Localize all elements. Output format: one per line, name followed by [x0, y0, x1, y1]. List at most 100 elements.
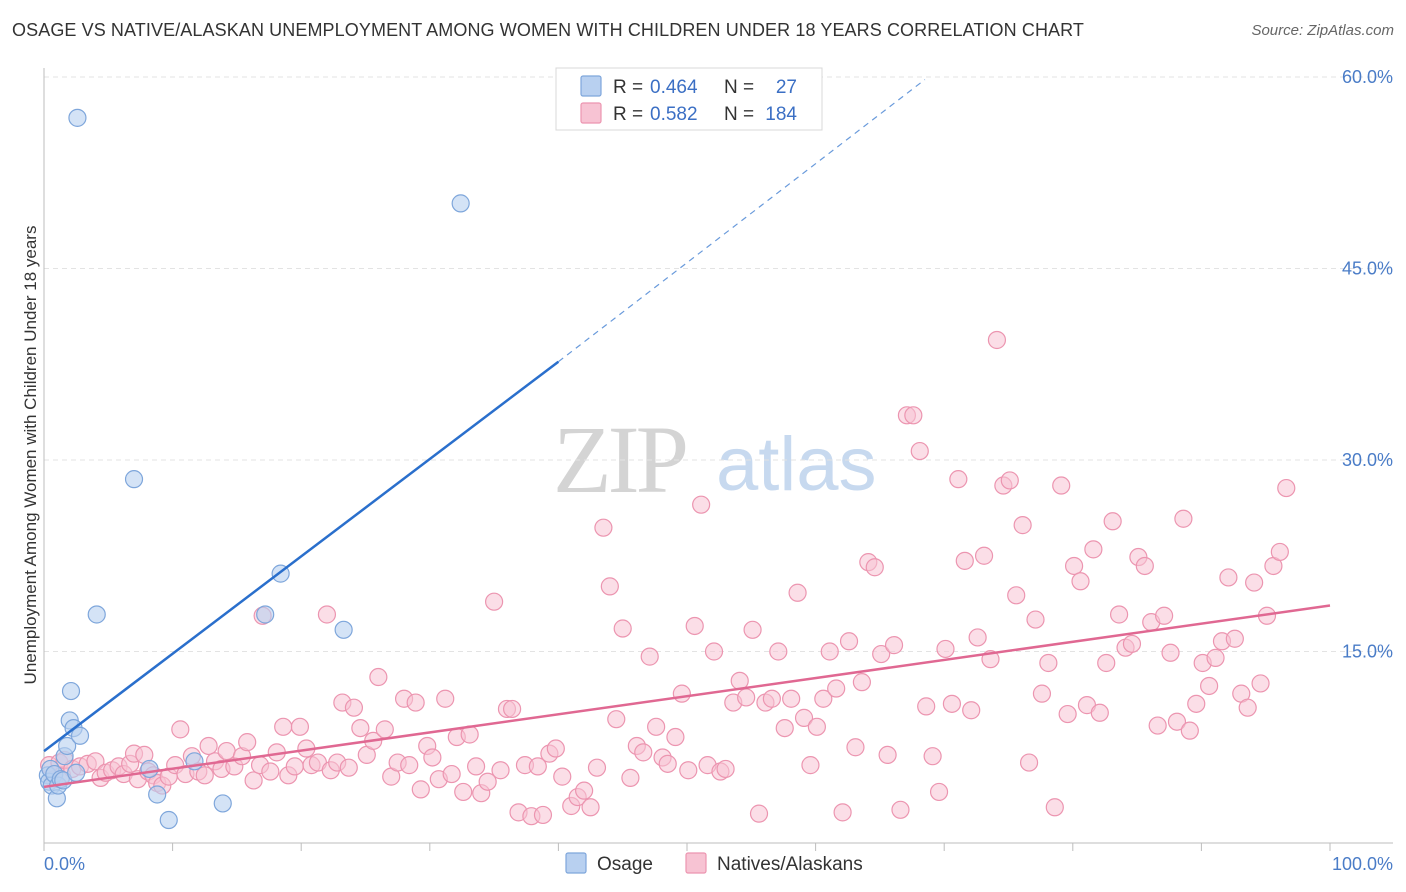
native-point [587, 758, 607, 777]
native-point [171, 720, 190, 739]
osage-point [213, 794, 232, 813]
native-point [962, 701, 981, 720]
native-point [852, 673, 871, 692]
chart-title: OSAGE VS NATIVE/ALASKAN UNEMPLOYMENT AMO… [12, 20, 1085, 40]
native-point [929, 782, 949, 802]
native-point [1219, 568, 1238, 587]
legend-n-value-osage: 27 [776, 77, 797, 98]
native-point [290, 717, 310, 736]
native-point [406, 693, 425, 712]
native-point [968, 628, 987, 647]
osage-point [140, 759, 159, 779]
native-point [1245, 573, 1264, 592]
native-point [782, 689, 801, 708]
native-point [317, 605, 337, 624]
native-point [491, 761, 510, 780]
native-point [1000, 471, 1019, 490]
native-point [454, 782, 473, 802]
native-point [1019, 753, 1039, 772]
native-point [1206, 648, 1225, 667]
native-point [891, 800, 910, 819]
bottom-legend-swatch-natives [685, 852, 707, 874]
native-point [1277, 478, 1296, 498]
native-point [1225, 629, 1244, 648]
watermark-atlas: atlas [716, 422, 877, 507]
native-point [833, 803, 852, 822]
osage-trend-line [43, 360, 560, 753]
native-point [400, 756, 419, 775]
native-point [974, 546, 994, 565]
native-point [1071, 572, 1090, 591]
native-point [339, 758, 358, 777]
native-point [794, 708, 814, 727]
native-point [478, 772, 497, 791]
x-tick-label-max: 100.0% [1332, 854, 1393, 874]
native-point [1155, 606, 1174, 625]
native-point [904, 406, 923, 425]
y-tick-label-0: 15.0% [1342, 642, 1393, 662]
native-point [936, 639, 955, 659]
native-point [987, 330, 1007, 350]
native-point [949, 470, 968, 489]
native-point [533, 805, 553, 825]
native-point [872, 644, 891, 664]
native-point [827, 679, 846, 698]
native-point [1013, 516, 1032, 535]
native-point [195, 766, 214, 785]
native-point [807, 717, 826, 736]
osage-point [87, 605, 106, 624]
native-point [1052, 476, 1071, 495]
native-point [621, 768, 640, 787]
native-point [1161, 643, 1180, 662]
native-point [692, 495, 711, 514]
native-point [581, 798, 600, 817]
native-point [1007, 586, 1026, 605]
native-point [1200, 676, 1219, 696]
y-tick-label-1: 30.0% [1342, 450, 1393, 470]
osage-trend-extension [558, 79, 926, 363]
native-point [485, 592, 504, 611]
native-point [423, 748, 442, 767]
grid-lines [44, 76, 1393, 652]
native-point [704, 642, 724, 661]
x-tick-label-min: 0.0% [44, 854, 85, 874]
native-point [594, 518, 613, 537]
native-point [546, 739, 565, 758]
native-point [647, 717, 666, 736]
native-point [238, 733, 257, 752]
legend-n-value-natives: 184 [765, 104, 797, 125]
native-point [1045, 798, 1064, 817]
native-point [716, 759, 735, 779]
native-point [884, 636, 904, 655]
legend-r-value-natives: 0.582 [650, 104, 698, 125]
y-tick-label-2: 45.0% [1342, 259, 1393, 279]
osage-point [70, 726, 90, 745]
native-point [769, 642, 788, 661]
legend-r-label-natives: R = [613, 104, 643, 125]
native-point [839, 632, 859, 651]
native-point [679, 761, 698, 780]
bottom-legend-label-osage: Osage [597, 854, 653, 875]
osage-point [451, 194, 470, 213]
native-point [1097, 653, 1116, 673]
native-point [411, 780, 430, 799]
native-point [344, 698, 364, 717]
native-point [1026, 610, 1045, 629]
native-point [261, 762, 280, 781]
native-point [1109, 605, 1129, 624]
native-point [1122, 634, 1142, 653]
legend-swatch-osage [580, 75, 602, 97]
native-point [634, 743, 653, 762]
native-point [814, 689, 833, 708]
correlation-legend: R = 0.464 N = 27 R = 0.582 N = 184 [555, 67, 823, 131]
native-point [86, 752, 105, 771]
native-point [274, 717, 293, 736]
native-point [285, 757, 304, 776]
series-legend: Osage Natives/Alaskans [565, 852, 863, 875]
x-tick-labels: 0.0% 100.0% [44, 854, 1393, 874]
native-point [1032, 684, 1052, 703]
native-point [762, 689, 781, 708]
y-tick-label-3: 60.0% [1342, 67, 1393, 87]
native-point [820, 642, 839, 661]
osage-point [159, 810, 178, 830]
